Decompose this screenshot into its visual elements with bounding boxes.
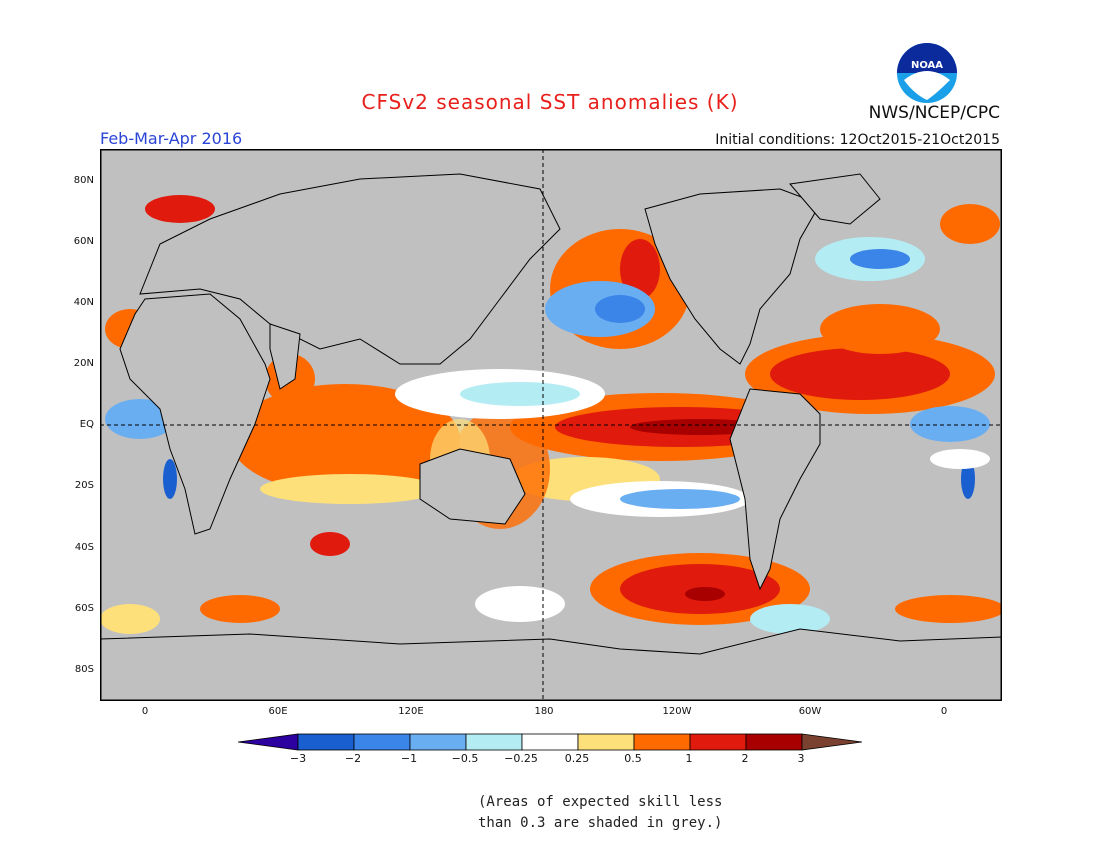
lat-label: 60N — [73, 236, 94, 247]
footnote-line-1: (Areas of expected skill less — [478, 794, 723, 810]
lon-label: 180 — [534, 706, 554, 717]
lat-label: 60S — [74, 603, 94, 614]
colorbar-swatch — [745, 733, 803, 751]
colorbar-swatch — [465, 733, 523, 751]
lat-label: 20N — [73, 358, 94, 369]
colorbar-tick: 0.25 — [564, 752, 590, 765]
color-scale-bar — [238, 733, 862, 751]
lat-label: 80S — [74, 664, 94, 675]
colorbar-tick: 0.5 — [624, 752, 642, 765]
lat-label: 80N — [73, 175, 94, 186]
colorbar-tick: −1 — [400, 752, 418, 765]
forecast-period: Feb-Mar-Apr 2016 — [100, 129, 243, 148]
colorbar-tick: 2 — [741, 752, 749, 765]
initial-conditions: Initial conditions: 12Oct2015-21Oct2015 — [715, 132, 1000, 148]
lon-label: 60E — [268, 706, 288, 717]
footnote-line-2: than 0.3 are shaded in grey.) — [478, 815, 723, 831]
lon-label: 120W — [662, 706, 692, 717]
colorbar-swatch — [633, 733, 691, 751]
colorbar-swatch — [409, 733, 467, 751]
skill-footnote: (Areas of expected skill less than 0.3 a… — [478, 792, 722, 834]
colorbar-arrow-high — [801, 733, 862, 751]
noaa-logo: NOAA — [897, 43, 957, 103]
colorbar-swatch — [353, 733, 411, 751]
agency-label: NWS/NCEP/CPC — [868, 103, 1000, 123]
map-frame — [100, 149, 1002, 701]
sst-anomaly-map — [100, 149, 1002, 701]
colorbar-tick: 3 — [797, 752, 805, 765]
lon-label: 0 — [141, 706, 149, 717]
coastlines — [100, 173, 1002, 701]
cool-fields — [105, 237, 990, 634]
colorbar-arrow-low — [238, 733, 299, 751]
colorbar-swatch — [577, 733, 635, 751]
lat-label: 40S — [74, 542, 94, 553]
lat-label: 40N — [73, 297, 94, 308]
map-title: CFSv2 seasonal SST anomalies (K) — [361, 90, 739, 114]
colorbar-swatch — [689, 733, 747, 751]
lat-label: EQ — [79, 419, 94, 430]
colorbar-tick: −0.25 — [504, 752, 538, 765]
colorbar-tick: −2 — [344, 752, 362, 765]
colorbar-tick: 1 — [685, 752, 693, 765]
lon-label: 0 — [940, 706, 948, 717]
lon-label: 120E — [398, 706, 424, 717]
colorbar-tick: −0.5 — [451, 752, 479, 765]
colorbar-tick: −3 — [289, 752, 307, 765]
colorbar-swatch — [521, 733, 579, 751]
lat-label: 20S — [74, 480, 94, 491]
logo-text: NOAA — [911, 60, 943, 71]
lon-label: 60W — [798, 706, 822, 717]
colorbar-swatch — [297, 733, 355, 751]
